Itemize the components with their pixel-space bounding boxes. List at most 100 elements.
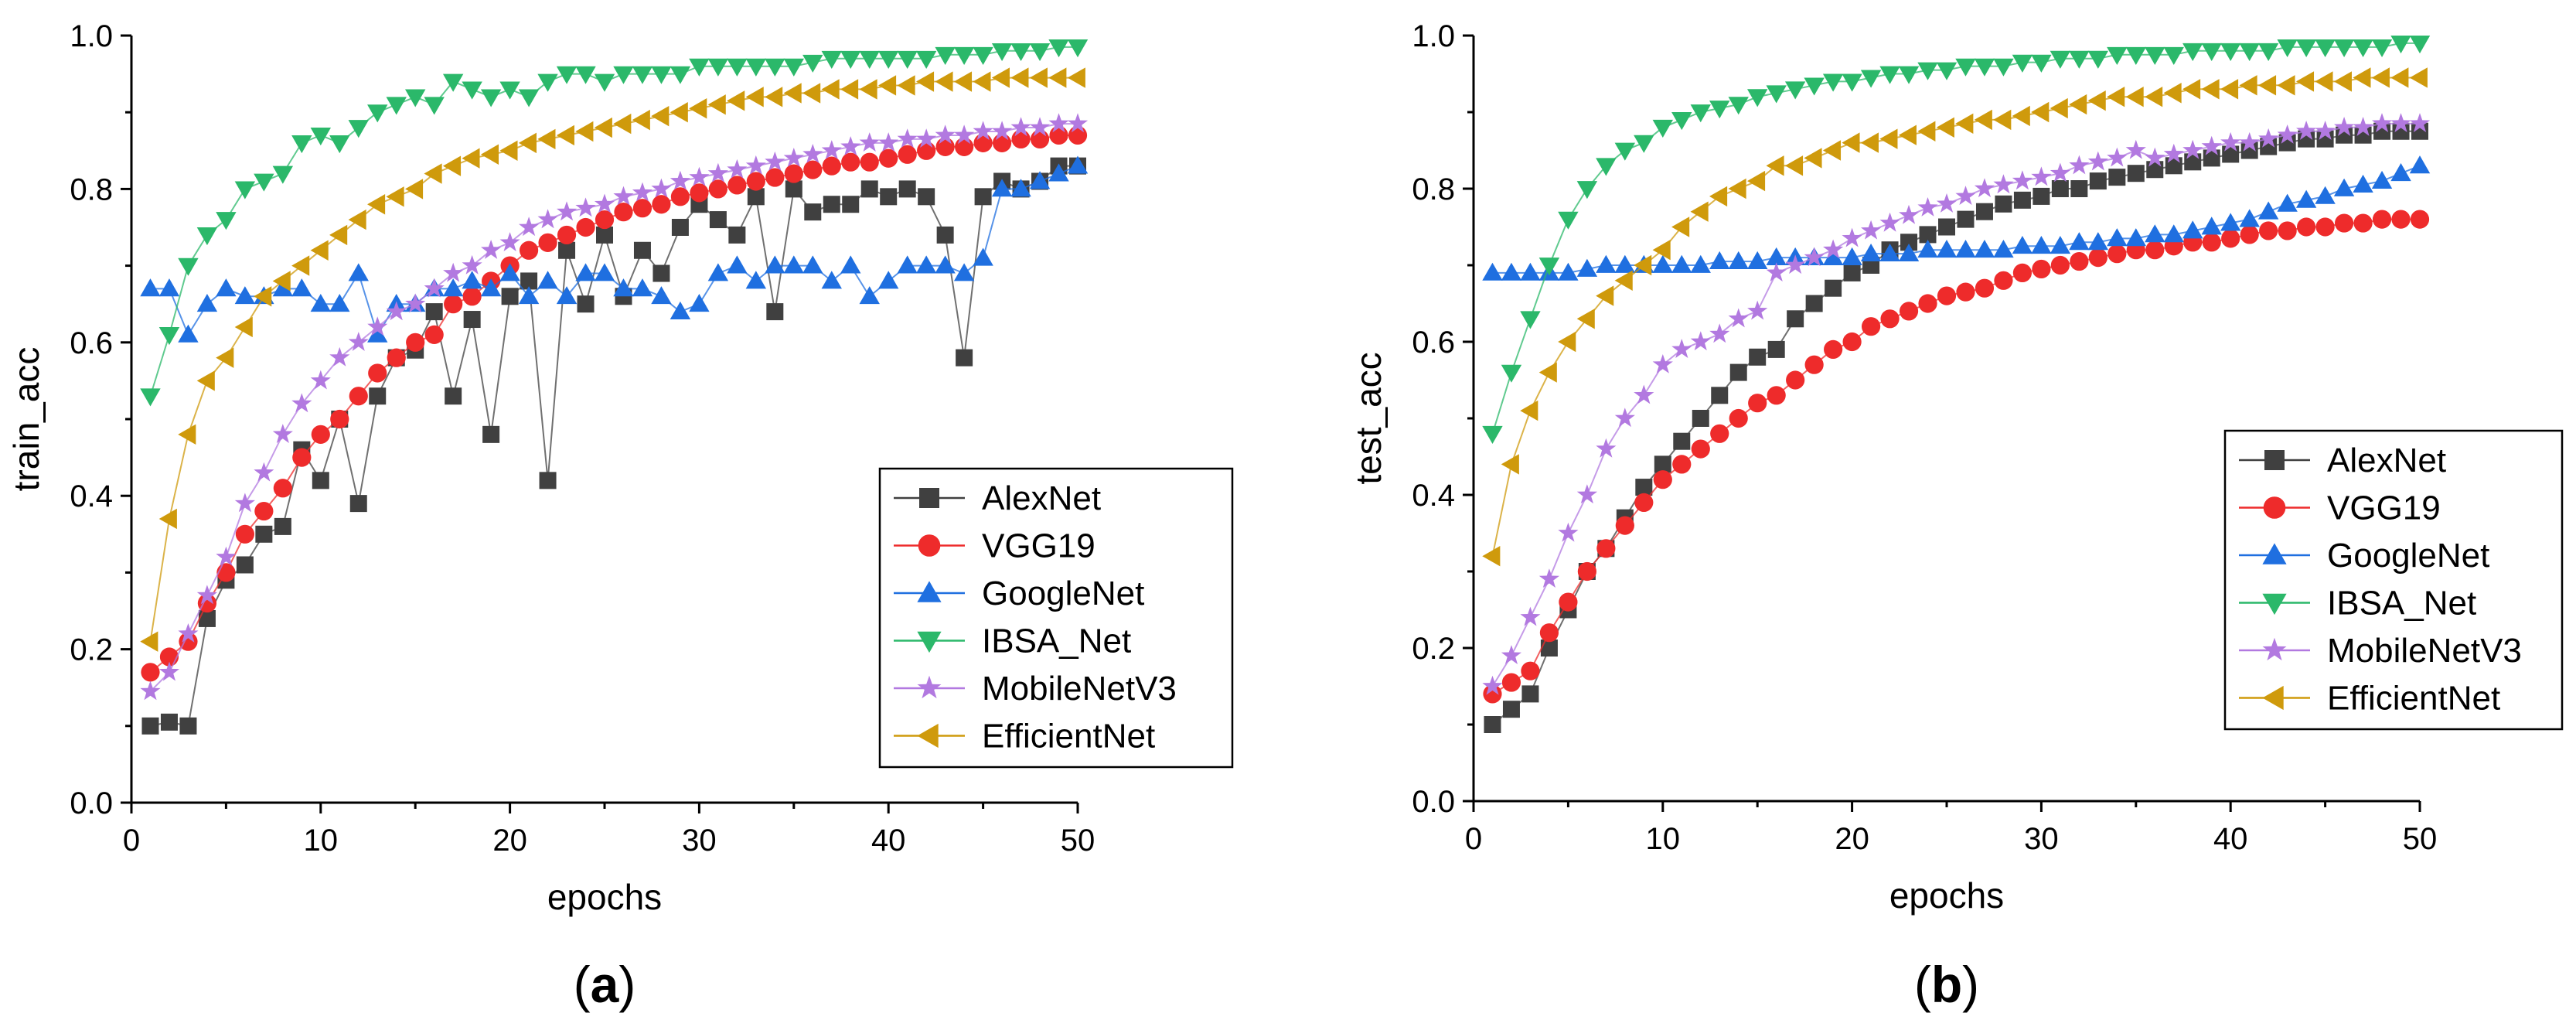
- data-point: [2012, 236, 2033, 254]
- legend-label: VGG19: [2327, 489, 2441, 527]
- data-point: [462, 81, 482, 100]
- data-point: [349, 495, 367, 513]
- data-point: [1917, 121, 1936, 142]
- data-point: [197, 593, 217, 613]
- data-point: [915, 71, 935, 92]
- data-point: [367, 316, 388, 336]
- data-point: [2277, 193, 2298, 212]
- data-point: [2031, 101, 2050, 123]
- x-tick-label: 30: [682, 824, 717, 858]
- x-tick-label: 0: [1465, 822, 1482, 856]
- data-point: [518, 89, 540, 107]
- data-point: [216, 347, 234, 368]
- data-point: [2202, 233, 2221, 252]
- data-point: [557, 225, 577, 245]
- y-tick-label: 0.2: [1412, 632, 1455, 666]
- data-point: [1919, 226, 1937, 244]
- data-point: [537, 73, 558, 92]
- data-point: [236, 556, 254, 574]
- data-point: [2258, 128, 2279, 148]
- x-tick-label: 20: [1835, 822, 1869, 856]
- data-point: [216, 546, 237, 566]
- legend-marker: [2262, 543, 2287, 564]
- data-point: [424, 97, 445, 115]
- data-point: [2031, 166, 2052, 186]
- data-point: [556, 124, 574, 146]
- data-point: [499, 232, 520, 251]
- data-point: [2032, 259, 2051, 279]
- data-point: [1049, 125, 1068, 145]
- data-point: [2145, 46, 2165, 65]
- data-point: [1955, 186, 1976, 205]
- data-point: [842, 196, 860, 213]
- data-point: [651, 178, 672, 198]
- data-point: [1048, 113, 1069, 133]
- data-point: [709, 211, 727, 229]
- data-point: [860, 180, 878, 198]
- data-point: [2201, 217, 2222, 235]
- data-point: [2050, 97, 2068, 119]
- data-point: [821, 50, 842, 69]
- data-point: [765, 87, 783, 107]
- data-point: [1843, 264, 1861, 281]
- data-point: [348, 120, 369, 138]
- data-point: [878, 75, 897, 96]
- data-point: [707, 58, 729, 77]
- data-point: [291, 135, 312, 154]
- legend-label: AlexNet: [2327, 442, 2446, 479]
- data-point: [2031, 236, 2052, 254]
- data-point: [369, 387, 387, 405]
- data-point: [1501, 364, 1522, 383]
- data-point: [1898, 66, 1920, 84]
- data-point: [953, 263, 975, 281]
- data-point: [2203, 149, 2220, 167]
- data-point: [1484, 716, 1501, 733]
- data-point: [1879, 128, 1898, 149]
- data-point: [1936, 117, 1954, 138]
- data-point: [1805, 295, 1823, 312]
- data-point: [1879, 243, 1900, 262]
- legend-marker: [918, 534, 941, 557]
- chart-a: 0 10 20 30 40 50 0.0 0.2 0.4 0.6 0.8 1.0 epochs train…: [6, 19, 1234, 1013]
- data-point: [1635, 479, 1653, 496]
- data-point: [2222, 145, 2240, 163]
- data-point: [1010, 117, 1031, 137]
- data-point: [897, 128, 918, 148]
- data-point: [2182, 220, 2203, 239]
- y-tick-label: 0.0: [1412, 785, 1455, 819]
- data-point: [670, 66, 691, 84]
- y-axis-title: train_acc: [6, 347, 46, 492]
- data-point: [2220, 131, 2241, 152]
- data-point: [537, 128, 556, 150]
- data-point: [783, 83, 802, 104]
- data-point: [594, 193, 615, 213]
- data-point: [158, 661, 179, 681]
- data-point: [2390, 36, 2411, 54]
- data-point: [935, 137, 955, 156]
- data-point: [917, 141, 936, 160]
- data-point: [367, 194, 386, 215]
- data-point: [519, 240, 539, 260]
- data-point: [1048, 39, 1069, 58]
- data-point: [2371, 67, 2390, 88]
- data-point: [1747, 89, 1768, 107]
- data-point: [1067, 113, 1089, 133]
- data-point: [463, 311, 481, 329]
- data-point: [1860, 132, 1879, 153]
- data-point: [594, 73, 615, 92]
- data-point: [1634, 384, 1654, 404]
- data-point: [480, 144, 499, 165]
- data-point: [1918, 294, 1937, 313]
- data-point: [2145, 147, 2165, 167]
- series-mobilenetv3: [1482, 113, 2431, 695]
- data-point: [216, 563, 236, 582]
- data-point: [1652, 354, 1673, 373]
- data-point: [783, 255, 804, 274]
- data-point: [2353, 117, 2373, 136]
- data-point: [310, 370, 331, 390]
- data-point: [2125, 87, 2144, 107]
- data-point: [539, 472, 557, 489]
- data-point: [2315, 186, 2336, 204]
- data-point: [823, 196, 840, 213]
- data-point: [2089, 172, 2107, 190]
